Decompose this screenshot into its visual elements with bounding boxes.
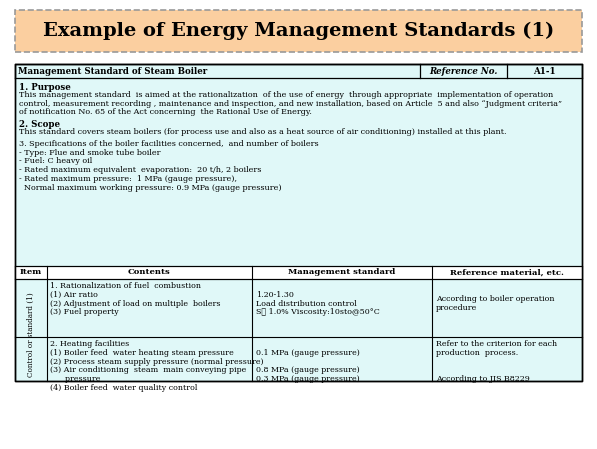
Text: Reference material, etc.: Reference material, etc. <box>450 269 564 277</box>
Text: (3) Air conditioning  steam  main conveying pipe: (3) Air conditioning steam main conveyin… <box>50 366 246 374</box>
Text: (4) Boiler feed  water quality control: (4) Boiler feed water quality control <box>50 384 197 392</box>
Text: Example of Energy Management Standards (1): Example of Energy Management Standards (… <box>43 22 554 40</box>
Text: Reference No.: Reference No. <box>430 66 498 75</box>
Text: Control or standard (1): Control or standard (1) <box>27 293 35 377</box>
Text: 1.20-1.30: 1.20-1.30 <box>256 291 294 299</box>
Text: production  process.: production process. <box>436 349 519 357</box>
Text: (1) Boiler feed  water heating steam pressure: (1) Boiler feed water heating steam pres… <box>50 349 233 357</box>
Text: Normal maximum working pressure: 0.9 MPa (gauge pressure): Normal maximum working pressure: 0.9 MPa… <box>19 184 282 192</box>
Text: - Fuel: C heavy oil: - Fuel: C heavy oil <box>19 158 93 165</box>
Text: This management standard  is aimed at the rationalization  of the use of energy : This management standard is aimed at the… <box>19 91 553 99</box>
Text: pressure: pressure <box>50 375 100 383</box>
Text: Load distribution control: Load distribution control <box>256 299 357 308</box>
Text: 0.1 MPa (gauge pressure): 0.1 MPa (gauge pressure) <box>256 349 360 357</box>
Bar <box>15 10 582 52</box>
Text: - Rated maximum equivalent  evaporation:  20 t/h, 2 boilers: - Rated maximum equivalent evaporation: … <box>19 166 261 174</box>
Text: Management Standard of Steam Boiler: Management Standard of Steam Boiler <box>18 66 207 75</box>
Text: Management standard: Management standard <box>288 269 396 277</box>
Text: Contents: Contents <box>128 269 171 277</box>
Text: 0.3 MPa (gauge pressure): 0.3 MPa (gauge pressure) <box>256 375 360 383</box>
Text: Refer to the criterion for each: Refer to the criterion for each <box>436 340 558 348</box>
Text: Item: Item <box>20 269 42 277</box>
Text: (3) Fuel property: (3) Fuel property <box>50 308 118 317</box>
Text: 2. Scope: 2. Scope <box>19 120 60 129</box>
Text: According to JIS B8229: According to JIS B8229 <box>436 375 530 383</box>
Text: - Rated maximum pressure:  1 MPa (gauge pressure),: - Rated maximum pressure: 1 MPa (gauge p… <box>19 175 237 183</box>
Text: This standard covers steam boilers (for process use and also as a heat source of: This standard covers steam boilers (for … <box>19 128 506 136</box>
Text: control, measurement recording , maintenance and inspection, and new installatio: control, measurement recording , mainten… <box>19 100 562 108</box>
Text: of notification No. 65 of the Act concerning  the Rational Use of Energy.: of notification No. 65 of the Act concer… <box>19 108 312 116</box>
Text: S≦ 1.0% Viscosity:10sto@50°C: S≦ 1.0% Viscosity:10sto@50°C <box>256 308 380 317</box>
Text: 1. Rationalization of fuel  combustion: 1. Rationalization of fuel combustion <box>50 282 201 290</box>
Text: According to boiler operation
procedure: According to boiler operation procedure <box>436 295 555 312</box>
Text: 2. Heating facilities: 2. Heating facilities <box>50 340 129 348</box>
Text: (1) Air ratio: (1) Air ratio <box>50 291 98 299</box>
Bar <box>15 64 582 381</box>
Text: 3. Specifications of the boiler facilities concerned,  and number of boilers: 3. Specifications of the boiler faciliti… <box>19 140 319 148</box>
Text: A1-1: A1-1 <box>533 66 556 75</box>
Text: 1. Purpose: 1. Purpose <box>19 83 71 92</box>
Text: (2) Adjustment of load on multiple  boilers: (2) Adjustment of load on multiple boile… <box>50 299 220 308</box>
Text: (2) Process steam supply pressure (normal pressure): (2) Process steam supply pressure (norma… <box>50 357 263 365</box>
Bar <box>15 266 582 279</box>
Text: - Type: Flue and smoke tube boiler: - Type: Flue and smoke tube boiler <box>19 149 161 157</box>
Bar <box>15 64 582 381</box>
Text: 0.8 MPa (gauge pressure): 0.8 MPa (gauge pressure) <box>256 366 360 374</box>
